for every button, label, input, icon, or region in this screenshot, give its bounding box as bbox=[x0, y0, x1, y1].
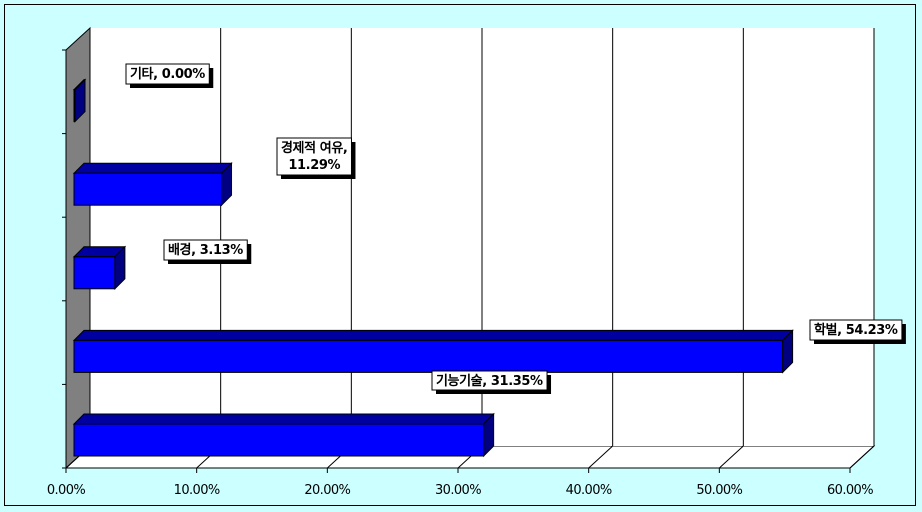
data-label-배경: 배경, 3.13% bbox=[163, 239, 252, 264]
data-label-line-0: 경제적 여유, bbox=[281, 140, 347, 156]
bar-top-학벌 bbox=[72, 329, 794, 341]
x-tick-label-5: 50.00% bbox=[696, 483, 742, 498]
floor-gridline-6 bbox=[849, 445, 875, 469]
x-tick-label-2: 20.00% bbox=[304, 483, 350, 498]
data-label-line-0: 학벌, 54.23% bbox=[814, 322, 898, 338]
bar-front-경제적-여유 bbox=[73, 172, 223, 206]
x-tick-label-0: 0.00% bbox=[47, 483, 86, 498]
data-label-기능기술: 기능기술, 31.35% bbox=[431, 370, 552, 394]
bar-front-학벌 bbox=[73, 339, 784, 373]
floor-gridline-5 bbox=[718, 445, 744, 469]
x-tick-label-3: 30.00% bbox=[435, 483, 481, 498]
data-label-box bbox=[431, 370, 548, 391]
bar-front-배경 bbox=[73, 256, 116, 290]
data-label-line-0: 기능기술, 31.35% bbox=[436, 374, 543, 389]
bars bbox=[72, 78, 794, 458]
data-label-text-기타: 기타, 0.00% bbox=[130, 66, 205, 82]
data-label-box bbox=[276, 137, 352, 176]
data-label-line-1: 11.29% bbox=[288, 158, 340, 173]
bar-front-기타 bbox=[73, 89, 76, 123]
data-label-text-학벌: 학벌, 54.23% bbox=[814, 322, 898, 338]
x-tick-label-4: 40.00% bbox=[566, 483, 612, 498]
gridlines bbox=[62, 28, 875, 473]
bar-front-기능기술 bbox=[73, 423, 485, 457]
data-label-line-0: 배경, 3.13% bbox=[168, 242, 243, 258]
data-label-경제적-여유: 경제적 여유, 11.29% bbox=[276, 137, 356, 179]
bar-학벌 bbox=[72, 329, 794, 374]
bar-top-기능기술 bbox=[72, 413, 495, 425]
data-labels: 기능기술, 31.35% 학벌, 54.23% 배경, 3.13% 경제적 여유, 11… bbox=[125, 63, 906, 394]
bar-기능기술 bbox=[72, 412, 495, 458]
data-label-box bbox=[809, 319, 903, 341]
data-label-text-배경: 배경, 3.13% bbox=[168, 242, 243, 258]
x-tick-labels: 0.00% 10.00% 20.00% 30.00% 40.00% 50.00% 60.00… bbox=[47, 483, 874, 498]
data-label-line-0: 기타, 0.00% bbox=[130, 66, 205, 82]
bar-경제적-여유 bbox=[72, 161, 233, 207]
x-tick-label-1: 10.00% bbox=[174, 483, 220, 498]
bar-top-경제적-여유 bbox=[72, 162, 233, 174]
data-label-기타: 기타, 0.00% bbox=[125, 63, 214, 88]
floor-gridline-4 bbox=[588, 445, 614, 469]
data-label-box bbox=[163, 239, 248, 261]
bar-배경 bbox=[72, 245, 127, 291]
data-label-box bbox=[125, 63, 210, 85]
bar-기타 bbox=[72, 78, 87, 123]
data-label-text-기능기술: 기능기술, 31.35% bbox=[436, 374, 543, 389]
data-label-text-경제적-여유: 경제적 여유, 11.29% bbox=[281, 140, 347, 173]
x-tick-label-6: 60.00% bbox=[827, 483, 873, 498]
data-label-학벌: 학벌, 54.23% bbox=[809, 319, 906, 344]
